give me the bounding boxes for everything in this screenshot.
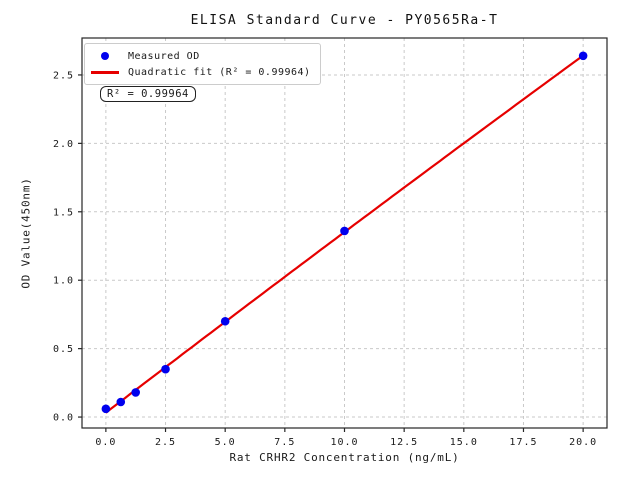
blue-dot-marker-icon bbox=[90, 52, 120, 60]
y-tick-label: 0.5 bbox=[53, 344, 74, 355]
legend-item-measured-od: Measured OD bbox=[90, 48, 311, 64]
y-axis-label: OD Value(450nm) bbox=[19, 177, 33, 289]
y-tick-label: 2.0 bbox=[53, 139, 74, 150]
data-point bbox=[131, 388, 140, 397]
legend-label-quadratic-fit: Quadratic fit (R² = 0.99964) bbox=[128, 66, 311, 78]
x-tick-label: 7.5 bbox=[274, 437, 295, 448]
x-axis-label: Rat CRHR2 Concentration (ng/mL) bbox=[229, 451, 460, 464]
x-tick-label: 0.0 bbox=[95, 437, 116, 448]
data-point bbox=[101, 404, 111, 414]
r-squared-annotation: R² = 0.99964 bbox=[100, 86, 196, 102]
x-tick-label: 10.0 bbox=[330, 437, 358, 448]
legend: Measured OD Quadratic fit (R² = 0.99964) bbox=[84, 43, 321, 85]
data-point bbox=[340, 226, 349, 236]
y-tick-label: 1.0 bbox=[53, 276, 74, 287]
data-point bbox=[220, 316, 230, 326]
y-tick-label: 2.5 bbox=[53, 70, 74, 81]
data-point bbox=[161, 364, 170, 374]
x-tick-label: 17.5 bbox=[509, 437, 537, 448]
legend-label-measured-od: Measured OD bbox=[128, 50, 200, 62]
x-tick-label: 5.0 bbox=[215, 437, 236, 448]
x-tick-label: 15.0 bbox=[450, 437, 478, 448]
data-point bbox=[116, 397, 126, 407]
y-tick-label: 0.0 bbox=[53, 413, 74, 424]
chart-title: ELISA Standard Curve - PY0565Ra-T bbox=[190, 13, 499, 28]
legend-item-quadratic-fit: Quadratic fit (R² = 0.99964) bbox=[90, 64, 311, 80]
data-point bbox=[578, 51, 588, 61]
x-tick-label: 12.5 bbox=[390, 437, 418, 448]
x-tick-label: 20.0 bbox=[569, 437, 597, 448]
x-tick-label: 2.5 bbox=[155, 437, 176, 448]
red-line-marker-icon bbox=[90, 70, 120, 74]
y-tick-label: 1.5 bbox=[53, 207, 74, 218]
